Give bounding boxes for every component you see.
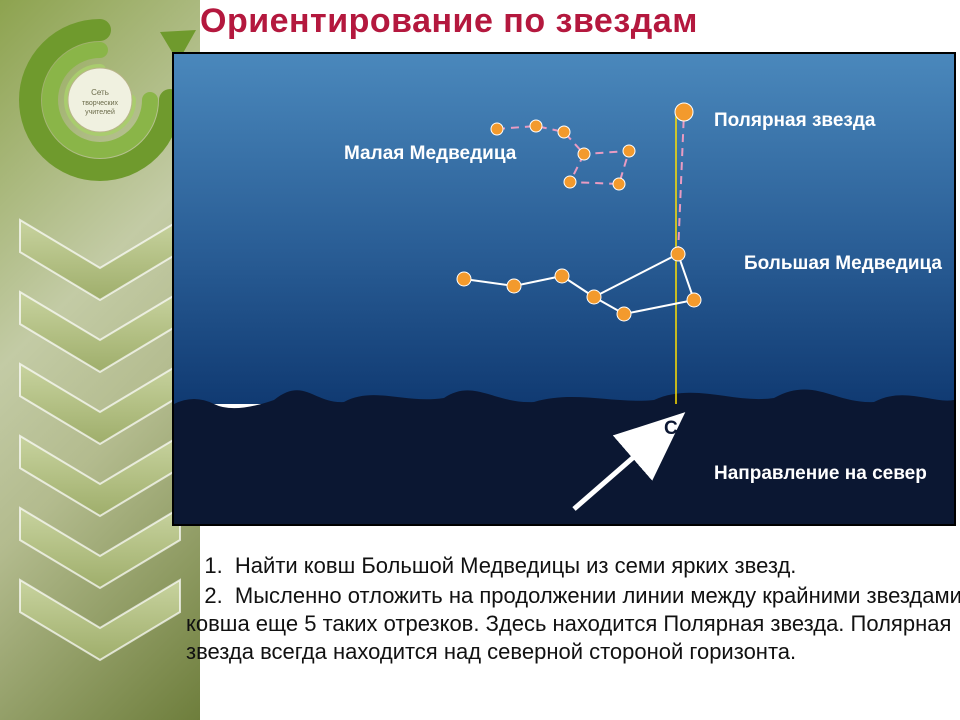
strip-svg: Сеть творческих учителей (0, 0, 200, 720)
instructions: 1. Найти ковш Большой Медведицы из семи … (186, 552, 960, 669)
star (457, 272, 471, 286)
decorative-left-strip: Сеть творческих учителей (0, 0, 200, 720)
instruction-step-1: 1. Найти ковш Большой Медведицы из семи … (186, 552, 960, 580)
star (530, 120, 542, 132)
sky-svg: Малая Медведица Полярная звезда Большая … (174, 54, 954, 524)
chevron-icon (20, 436, 180, 516)
star (687, 293, 701, 307)
chevron-icon (20, 508, 180, 588)
chevron-icon (20, 220, 180, 300)
star (555, 269, 569, 283)
chevron-icon (20, 580, 180, 660)
svg-text:учителей: учителей (85, 108, 115, 116)
star-diagram: Малая Медведица Полярная звезда Большая … (172, 52, 956, 526)
star (507, 279, 521, 293)
label-north-direction: Направление на север (714, 463, 927, 484)
star (617, 307, 631, 321)
label-ursa-minor: Малая Медведица (344, 143, 517, 164)
instruction-step-2: 2. Мысленно отложить на продолжении лини… (186, 582, 960, 666)
chevron-stack-icon (20, 220, 180, 660)
svg-text:творческих: творческих (82, 100, 118, 107)
star (578, 148, 590, 160)
label-north-letter: С (664, 418, 678, 439)
star (558, 126, 570, 138)
sky (174, 54, 954, 404)
label-polaris: Полярная звезда (714, 110, 876, 131)
star (587, 290, 601, 304)
star (675, 103, 693, 121)
label-ursa-major: Большая Медведица (744, 253, 942, 274)
star (613, 178, 625, 190)
star (491, 123, 503, 135)
page: Сеть творческих учителей Ориентирование … (0, 0, 960, 720)
page-title: Ориентирование по звездам (200, 2, 698, 41)
star (671, 247, 685, 261)
svg-text:Сеть: Сеть (91, 88, 109, 97)
horizon-silhouette (174, 390, 954, 524)
star (564, 176, 576, 188)
star (623, 145, 635, 157)
chevron-icon (20, 364, 180, 444)
chevron-icon (20, 292, 180, 372)
